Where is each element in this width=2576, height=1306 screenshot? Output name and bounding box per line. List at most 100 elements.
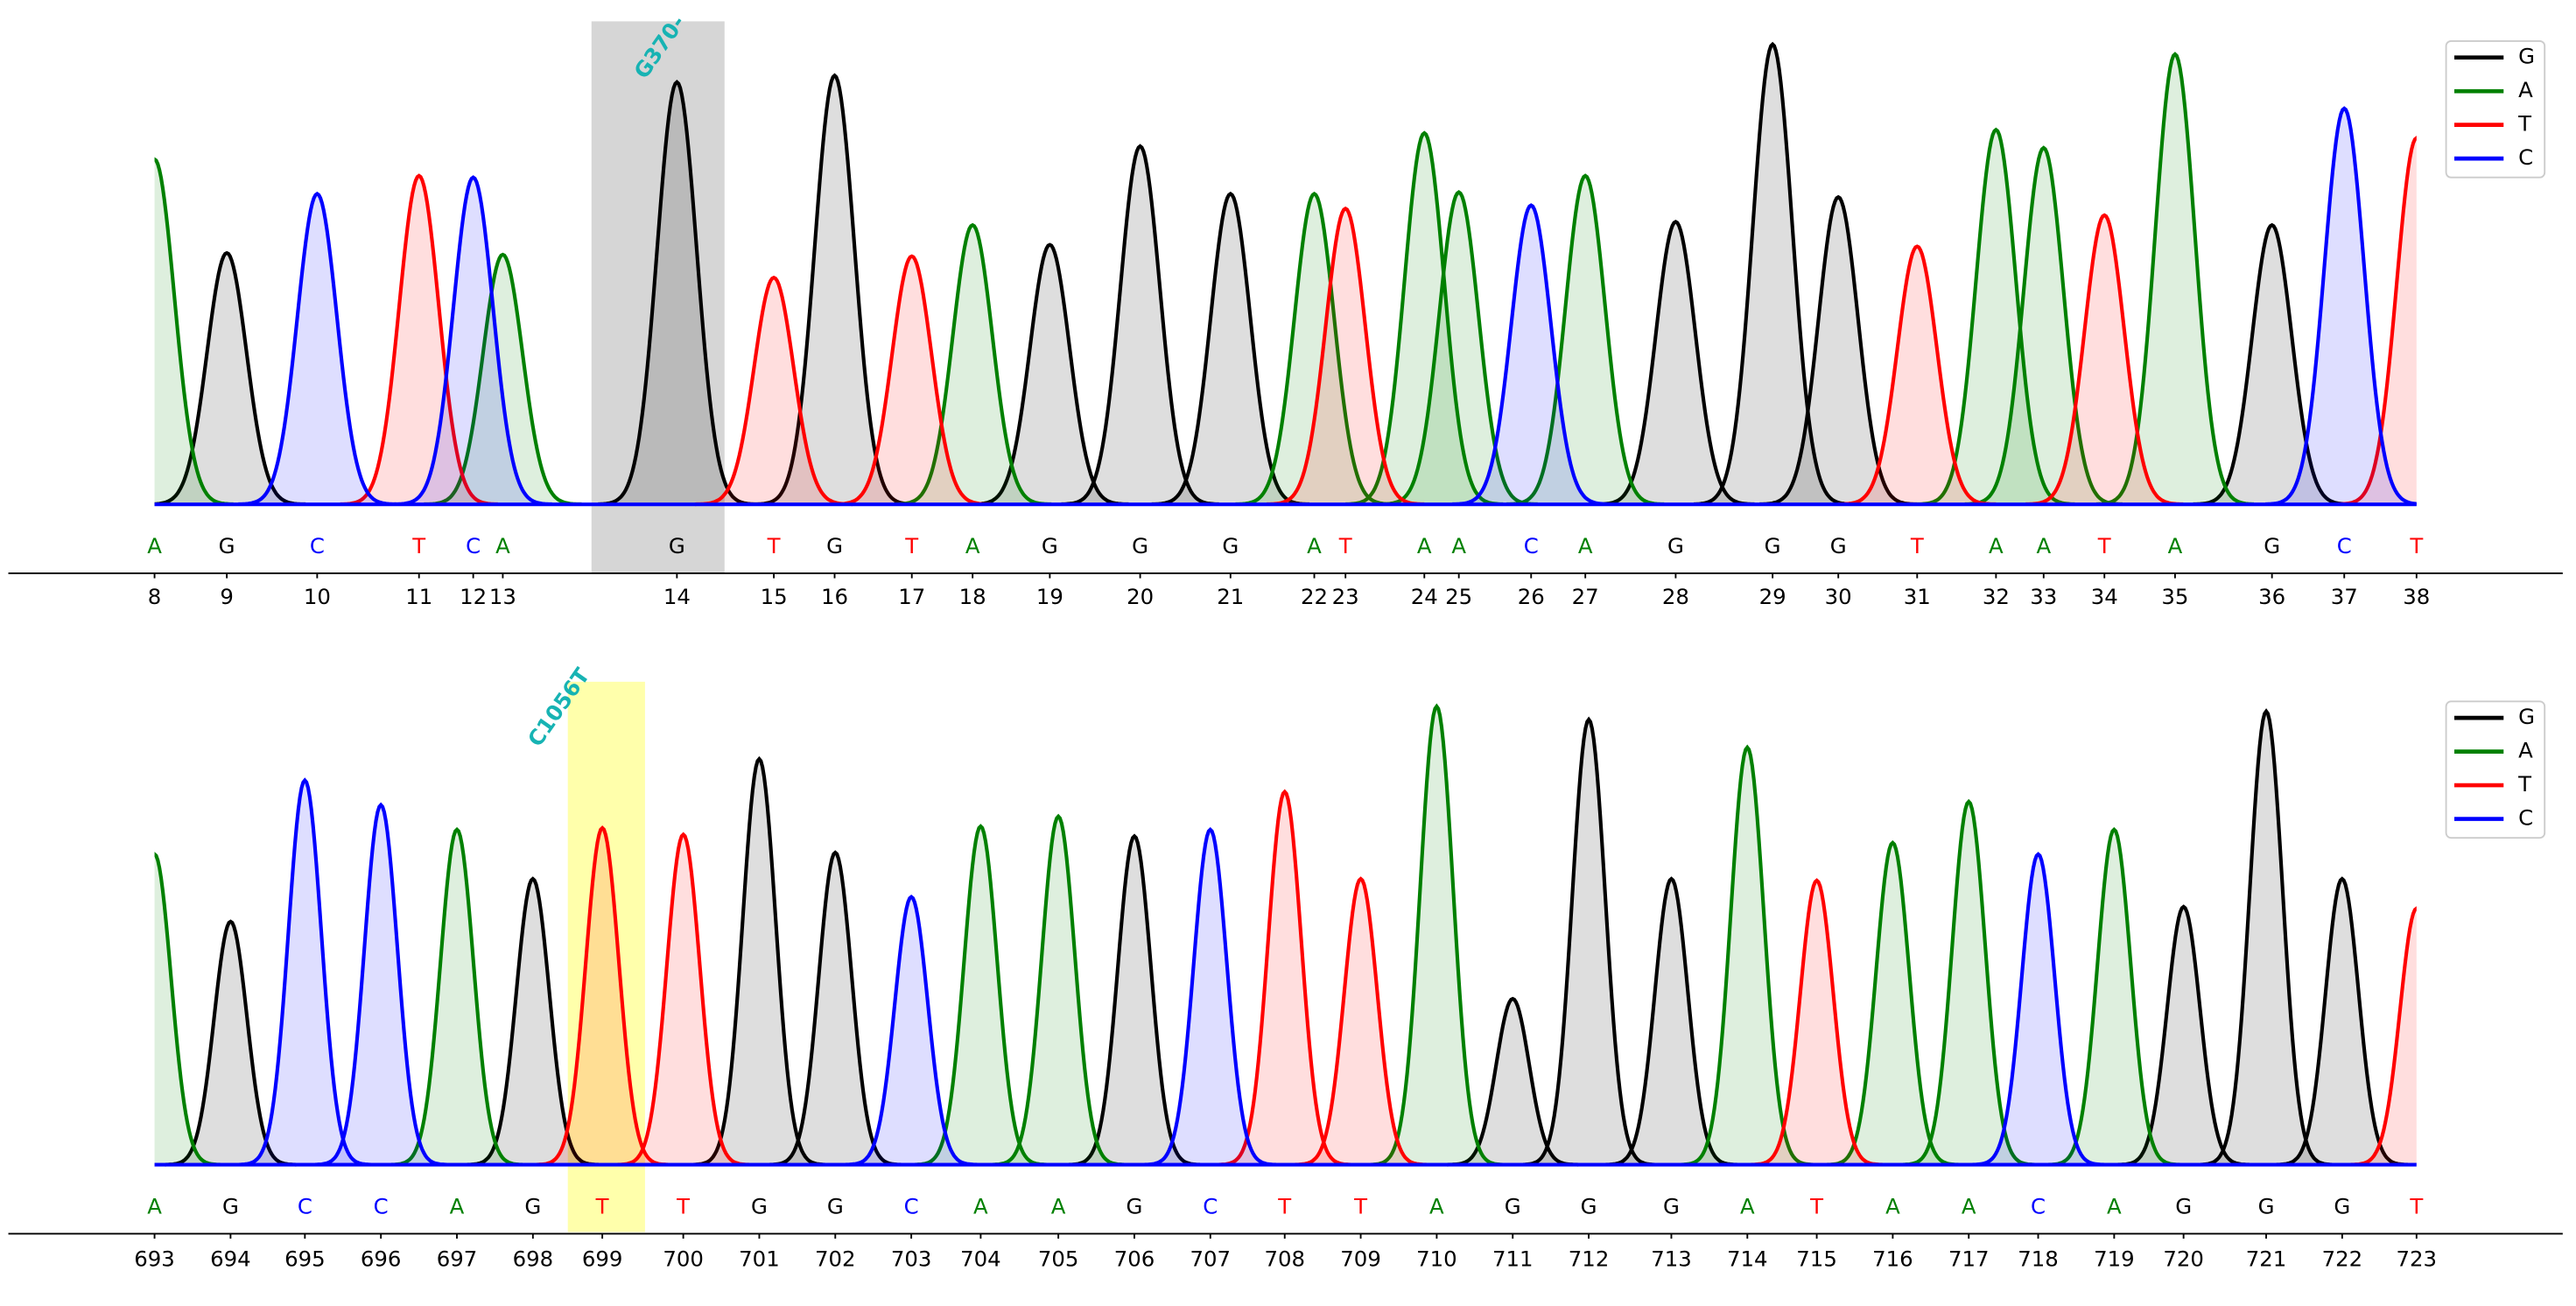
- peak-fill: [1751, 880, 1883, 1165]
- peak-trace: [2265, 106, 2417, 507]
- peak-trace: [340, 173, 498, 507]
- peak-fill: [971, 244, 1129, 504]
- highlight-band: [591, 21, 725, 573]
- peak-fill: [695, 277, 853, 505]
- peak-trace: [1151, 191, 1309, 507]
- base-call: G: [1830, 533, 1847, 558]
- peak-fill: [165, 921, 297, 1165]
- position-label: 28: [1662, 584, 1689, 609]
- position-label: 696: [361, 1246, 402, 1271]
- peak-trace: [1506, 173, 1665, 507]
- position-label: 17: [898, 584, 925, 609]
- base-call: A: [1451, 533, 1466, 558]
- position-label: 723: [2397, 1246, 2438, 1271]
- base-call: G: [1667, 533, 1684, 558]
- peak-trace: [832, 254, 991, 507]
- peak-fill: [154, 253, 306, 504]
- legend-label: C: [2518, 144, 2533, 170]
- peak-trace: [755, 73, 914, 507]
- peak-fill: [1267, 208, 1425, 504]
- peak-fill: [832, 256, 991, 504]
- peak-trace: [846, 895, 978, 1167]
- peak-fill: [238, 193, 397, 504]
- peak-fill: [1447, 999, 1579, 1165]
- base-call: G: [826, 533, 843, 558]
- peak-fill: [467, 879, 599, 1165]
- peak-fill: [1371, 706, 1503, 1165]
- peak-fill: [1972, 853, 2104, 1165]
- base-call: T: [767, 533, 781, 558]
- peak-trace: [467, 876, 599, 1167]
- peak-fill: [1506, 175, 1665, 504]
- position-label: 711: [1492, 1246, 1534, 1271]
- base-call: T: [904, 533, 918, 558]
- peak-trace: [1218, 789, 1351, 1167]
- base-call: T: [411, 533, 425, 558]
- position-label: 26: [1518, 584, 1545, 609]
- position-label: 34: [2091, 584, 2118, 609]
- peak-trace: [1144, 826, 1276, 1167]
- position-label: 710: [1416, 1246, 1457, 1271]
- peak-fill: [2200, 711, 2333, 1165]
- position-label: 716: [1872, 1246, 1913, 1271]
- peak-trace: [390, 826, 523, 1167]
- base-call: A: [1740, 1193, 1755, 1218]
- base-call: T: [2097, 533, 2111, 558]
- peak-fill: [1235, 193, 1393, 504]
- position-label: 703: [891, 1246, 932, 1271]
- peak-fill: [1345, 133, 1504, 504]
- base-call: C: [1203, 1193, 1218, 1218]
- position-label: 701: [739, 1246, 780, 1271]
- position-label: 25: [1445, 584, 1472, 609]
- peak-fill: [1681, 747, 1814, 1165]
- position-label: 719: [2094, 1246, 2135, 1271]
- peak-trace: [2025, 213, 2184, 507]
- position-label: 720: [2163, 1246, 2204, 1271]
- base-call: T: [2409, 1193, 2423, 1218]
- base-call: G: [222, 1193, 239, 1218]
- peak-trace: [598, 80, 756, 507]
- base-call: A: [1578, 533, 1593, 558]
- peak-trace: [239, 777, 371, 1167]
- peak-fill: [1061, 146, 1219, 504]
- position-label: 708: [1264, 1246, 1305, 1271]
- peak-trace: [971, 242, 1129, 507]
- peak-trace: [2193, 222, 2351, 507]
- peak-trace: [2337, 136, 2417, 507]
- peak-trace: [1827, 839, 1959, 1167]
- position-label: 709: [1340, 1246, 1381, 1271]
- peak-trace: [1068, 833, 1201, 1167]
- peak-trace: [1759, 194, 1918, 507]
- position-label: 10: [304, 584, 331, 609]
- peak-fill: [1295, 879, 1427, 1165]
- peak-fill: [394, 177, 552, 504]
- peak-trace: [165, 919, 297, 1167]
- base-call: A: [2036, 533, 2051, 558]
- base-call: G: [827, 1193, 844, 1218]
- base-call: G: [669, 533, 685, 558]
- base-call: A: [1989, 533, 2004, 558]
- position-label: 705: [1038, 1246, 1079, 1271]
- base-call: T: [1353, 1193, 1367, 1218]
- base-call: T: [1910, 533, 1924, 558]
- position-label: 22: [1301, 584, 1328, 609]
- peak-fill: [2095, 53, 2255, 504]
- peak-fill: [1379, 192, 1538, 504]
- peak-trace: [1605, 876, 1737, 1167]
- peak-trace: [1523, 716, 1655, 1167]
- peak-trace: [1972, 852, 2104, 1167]
- base-call: G: [524, 1193, 541, 1218]
- base-call: G: [219, 533, 235, 558]
- peak-trace: [1838, 244, 1997, 507]
- peak-trace: [154, 250, 306, 507]
- peak-fill: [1068, 836, 1201, 1165]
- base-call: A: [1962, 1193, 1976, 1218]
- base-call: G: [2258, 1193, 2275, 1218]
- peak-trace: [894, 222, 1052, 507]
- peak-trace: [537, 825, 669, 1167]
- position-label: 712: [1569, 1246, 1610, 1271]
- position-label: 722: [2322, 1246, 2363, 1271]
